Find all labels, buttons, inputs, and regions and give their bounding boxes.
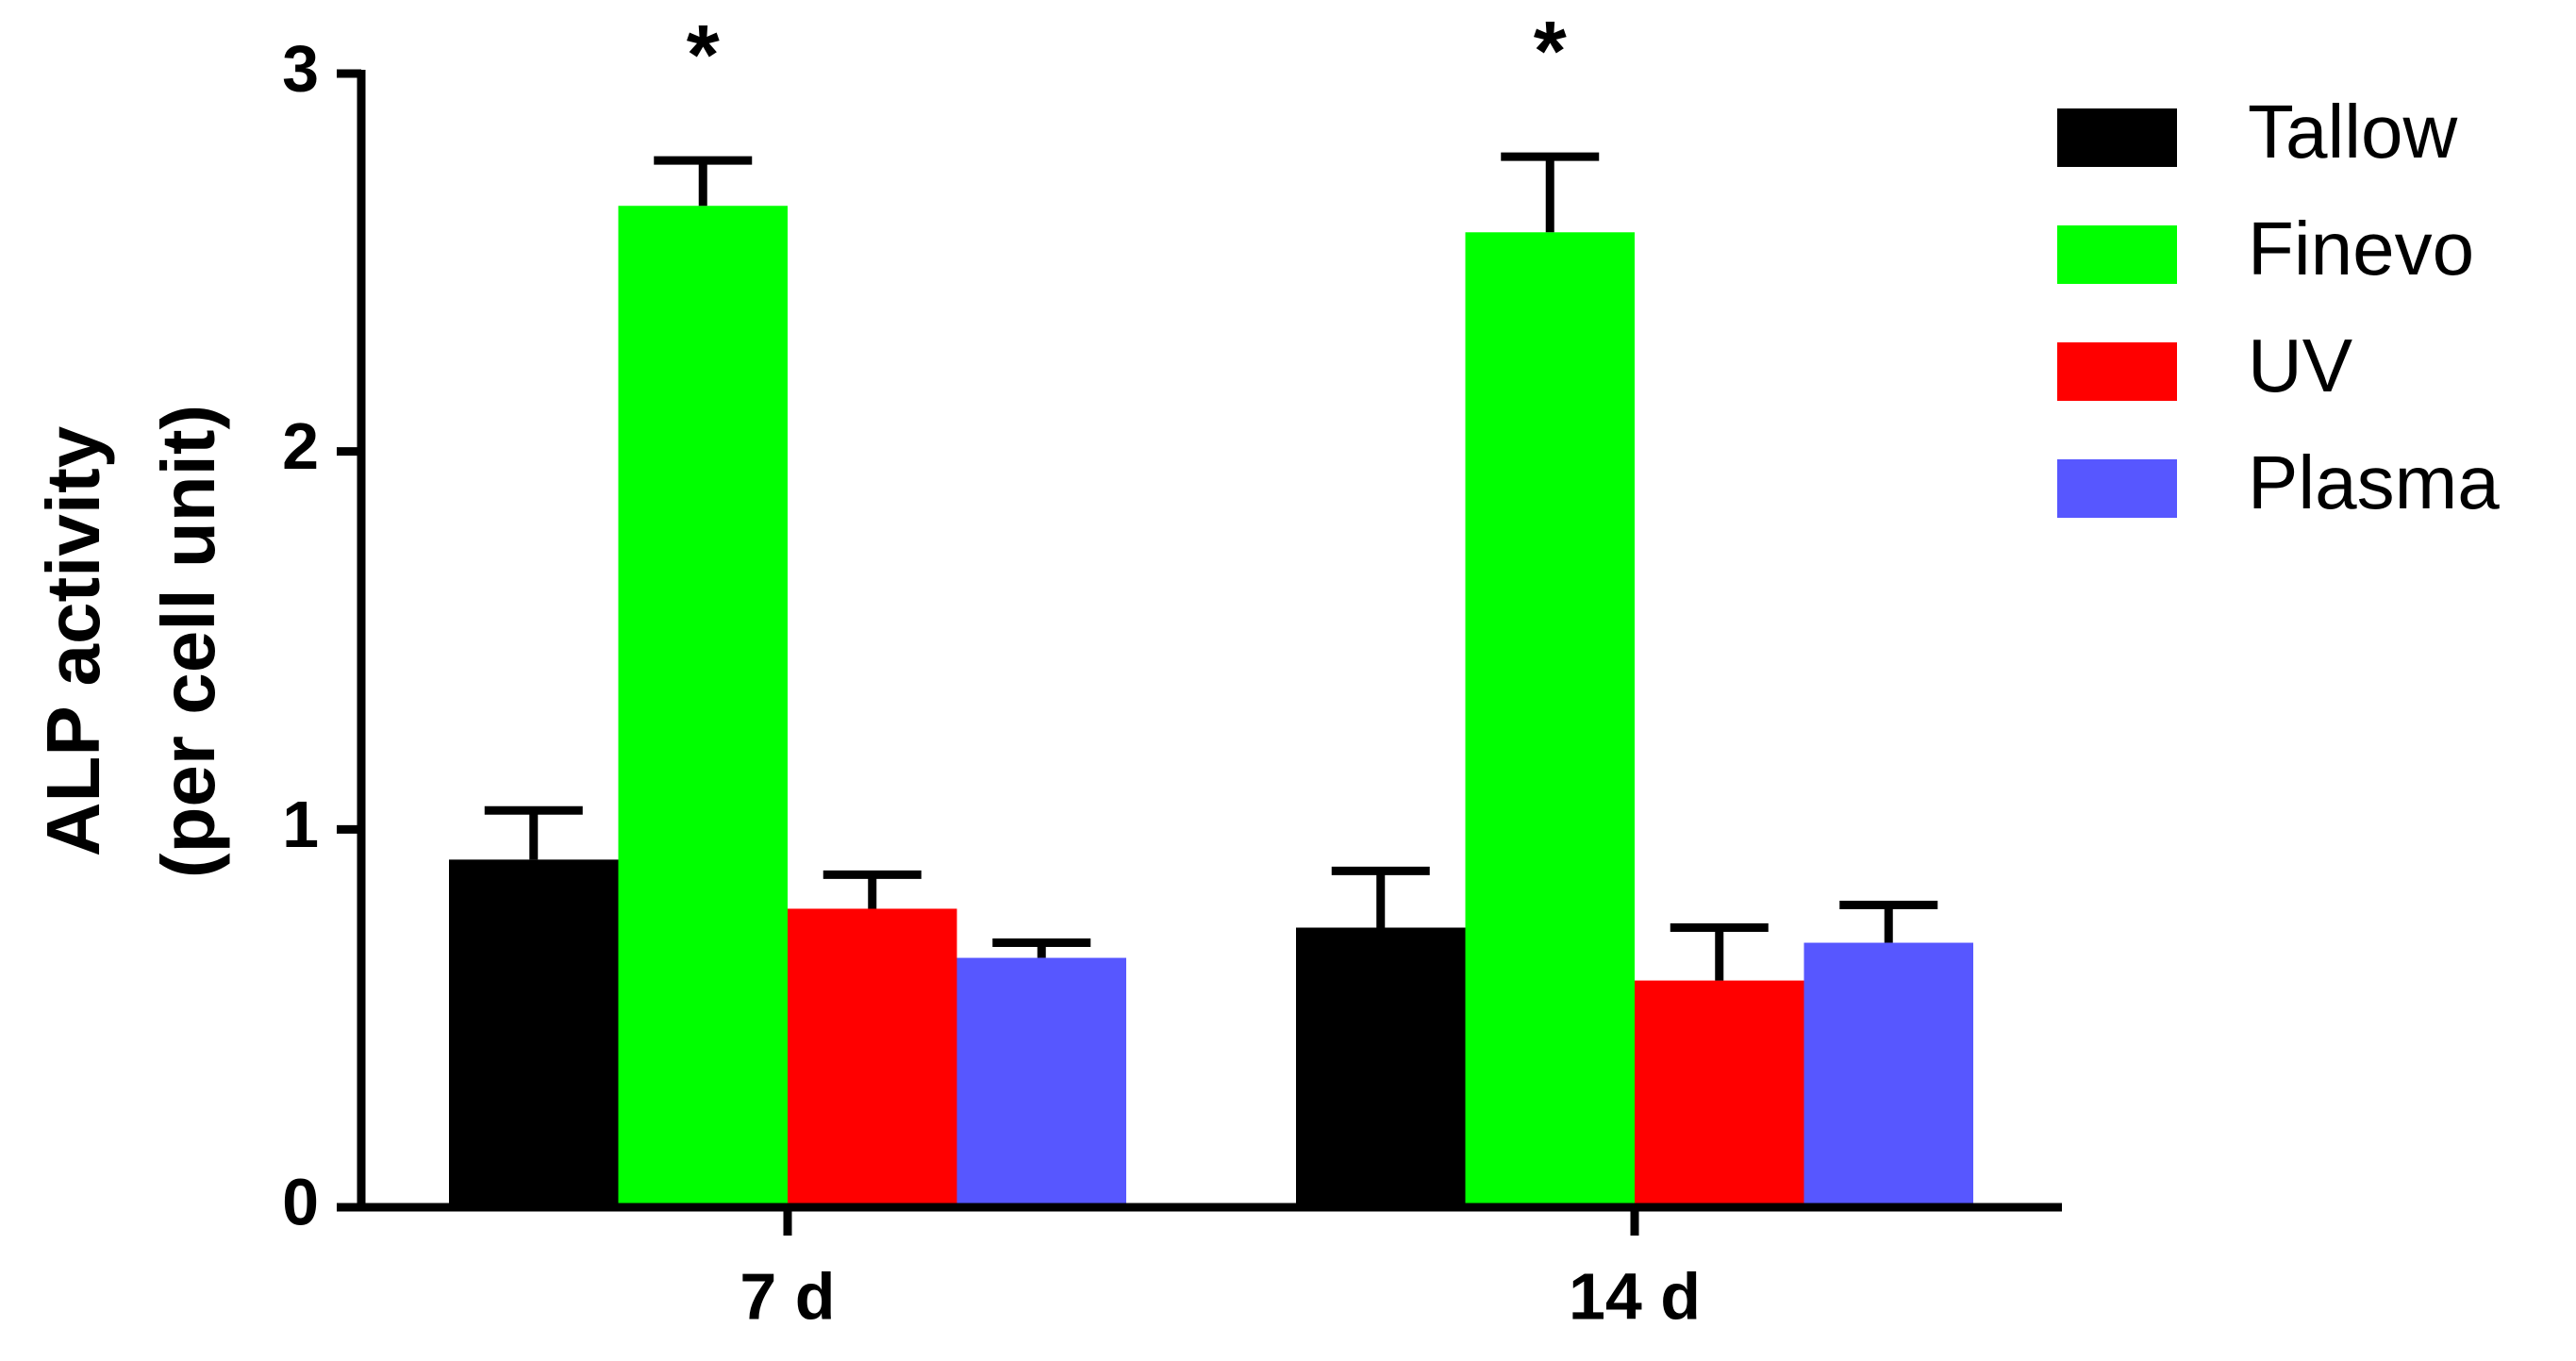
legend-label: Plasma — [2248, 440, 2500, 524]
error-bar — [823, 870, 922, 909]
legend-swatch — [2057, 225, 2177, 284]
y-axis-label: ALP activity — [31, 425, 115, 856]
legend-label: Tallow — [2248, 90, 2458, 174]
y-tick-label: 3 — [282, 31, 319, 105]
bar — [618, 206, 788, 1207]
y-tick-label: 0 — [282, 1165, 319, 1238]
error-bar — [654, 156, 753, 207]
legend-swatch — [2057, 342, 2177, 401]
legend-swatch — [2057, 459, 2177, 518]
error-bar — [992, 938, 1091, 958]
error-bar — [1670, 923, 1769, 981]
bar — [788, 908, 957, 1207]
error-bar — [484, 805, 583, 860]
bar — [449, 859, 619, 1207]
legend-label: UV — [2248, 324, 2353, 407]
error-bar — [1501, 152, 1600, 233]
y-axis-label: (per cell unit) — [146, 405, 230, 878]
x-tick-label: 14 d — [1569, 1259, 1701, 1333]
significance-label: * — [1534, 5, 1567, 99]
bar — [1465, 232, 1635, 1207]
bar — [1635, 980, 1804, 1207]
bar — [1296, 927, 1466, 1207]
significance-label: * — [687, 8, 720, 103]
error-bar — [1331, 866, 1430, 928]
legend-swatch — [2057, 108, 2177, 167]
bar — [956, 957, 1126, 1207]
legend-label: Finevo — [2248, 207, 2474, 290]
y-tick-label: 1 — [282, 788, 319, 861]
y-tick-label: 2 — [282, 409, 319, 483]
x-tick-label: 7 d — [740, 1259, 835, 1333]
error-bar — [1839, 900, 1938, 943]
bar — [1803, 942, 1973, 1207]
